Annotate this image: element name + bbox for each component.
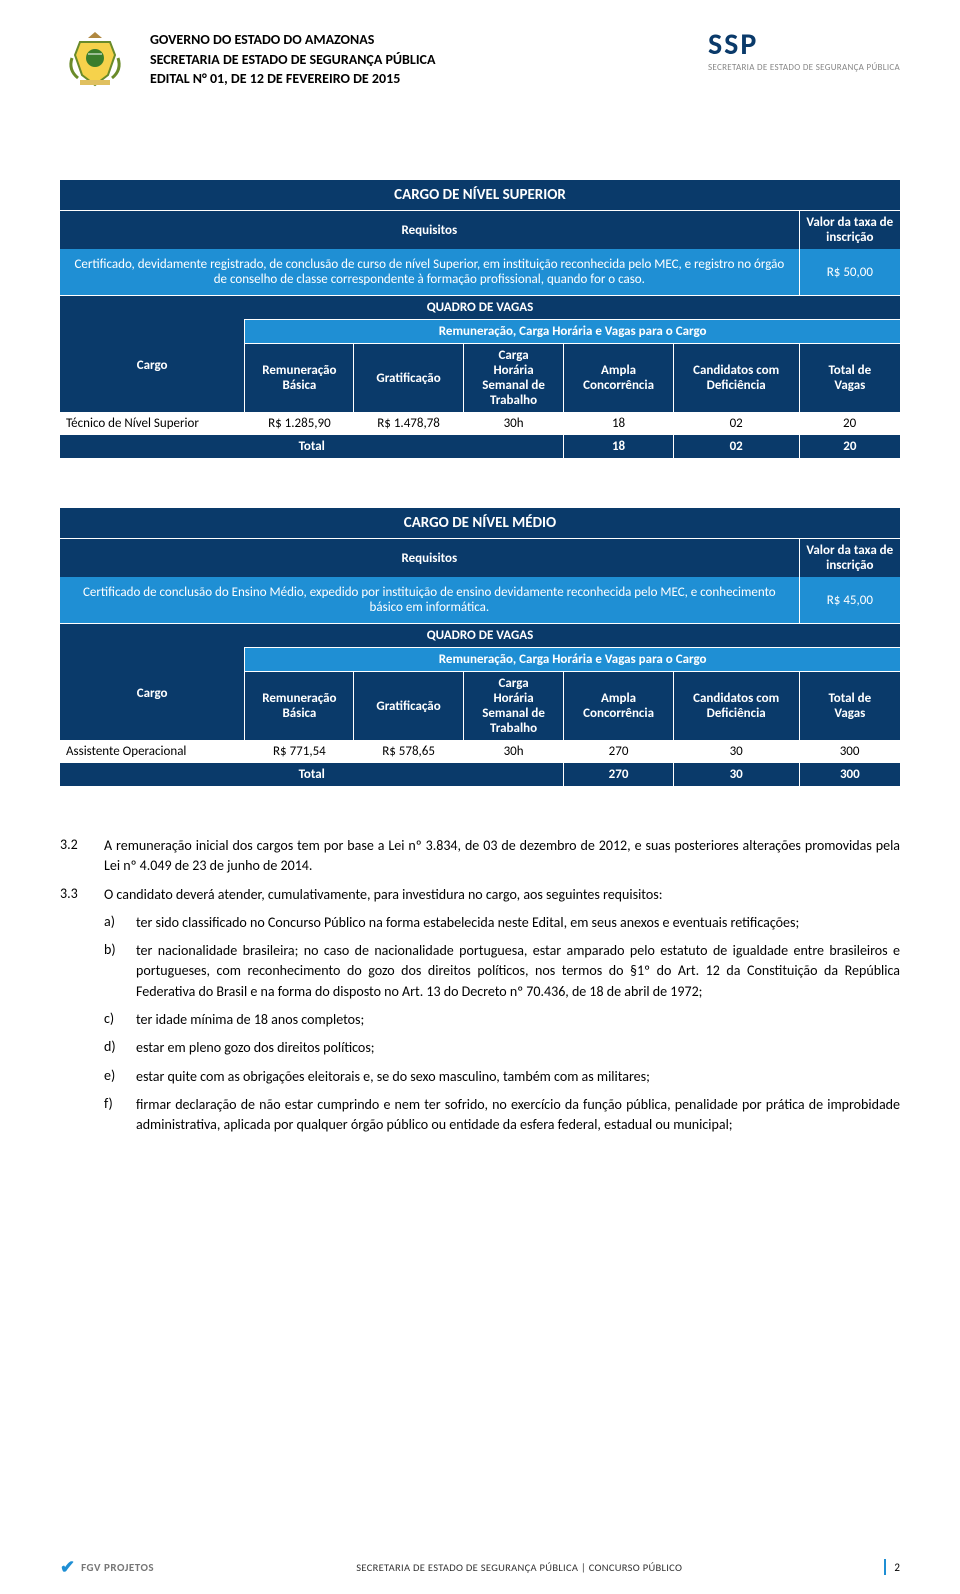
col-total: Total deVagas: [799, 344, 900, 413]
item-number: 3.3: [60, 885, 88, 905]
cell-ampla: 270: [564, 740, 673, 763]
col-ampla: AmplaConcorrência: [564, 672, 673, 741]
cell-remun: R$ 771,54: [245, 740, 354, 763]
table2-total-row: Total 270 30 300: [60, 763, 900, 786]
fgv-text: FGV PROJETOS: [81, 1561, 154, 1574]
subitem-e: e) estar quite com as obrigações eleitor…: [104, 1067, 900, 1087]
item-text: O candidato deverá atender, cumulativame…: [104, 885, 900, 905]
letter-text: estar quite com as obrigações eleitorais…: [136, 1067, 900, 1087]
col-defic: Candidatos comDeficiência: [673, 672, 799, 741]
table2-data-row: Assistente Operacional R$ 771,54 R$ 578,…: [60, 740, 900, 763]
cell-carga: 30h: [463, 412, 564, 435]
cell-total: 20: [799, 412, 900, 435]
document-header: GOVERNO DO ESTADO DO AMAZONAS SECRETARIA…: [60, 30, 900, 100]
letter-text: ter sido classificado no Concurso Públic…: [136, 913, 900, 933]
letter-label: b): [104, 941, 126, 1002]
ssp-logo-text: SSP: [708, 30, 900, 60]
paragraph-3-3: 3.3 O candidato deverá atender, cumulati…: [60, 885, 900, 905]
col-carga: CargaHoráriaSemanal deTrabalho: [463, 344, 564, 413]
col-carga: CargaHoráriaSemanal deTrabalho: [463, 672, 564, 741]
letter-text: estar em pleno gozo dos direitos polític…: [136, 1038, 900, 1058]
table1-taxa-value: R$ 50,00: [799, 249, 900, 296]
letter-label: a): [104, 913, 126, 933]
table1-total-row: Total 18 02 20: [60, 435, 900, 458]
col-defic: Candidatos comDeficiência: [673, 344, 799, 413]
page: GOVERNO DO ESTADO DO AMAZONAS SECRETARIA…: [0, 0, 960, 1594]
table1-remun-header: Remuneração, Carga Horária e Vagas para …: [245, 320, 900, 344]
ssp-logo: SSP SECRETARIA DE ESTADO DE SEGURANÇA PÚ…: [708, 30, 900, 73]
cell-ampla: 18: [564, 412, 673, 435]
total-total: 20: [799, 435, 900, 458]
subitem-a: a) ter sido classificado no Concurso Púb…: [104, 913, 900, 933]
cell-defic: 02: [673, 412, 799, 435]
col-total: Total deVagas: [799, 672, 900, 741]
table2-title: CARGO DE NÍVEL MÉDIO: [60, 508, 900, 539]
table2-requisitos-text: Certificado de conclusão do Ensino Médio…: [60, 577, 799, 624]
col-cargo: Cargo: [60, 320, 245, 413]
cell-grat: R$ 1.478,78: [354, 412, 463, 435]
letter-label: e): [104, 1067, 126, 1087]
paragraph-3-2: 3.2 A remuneração inicial dos cargos tem…: [60, 836, 900, 877]
page-number: 2: [894, 1561, 900, 1574]
header-line-3: EDITAL N° 01, DE 12 DE FEVEREIRO DE 2015: [150, 69, 688, 89]
letter-label: d): [104, 1038, 126, 1058]
header-text-block: GOVERNO DO ESTADO DO AMAZONAS SECRETARIA…: [150, 30, 688, 89]
col-gratificacao: Gratificação: [354, 344, 463, 413]
subitem-b: b) ter nacionalidade brasileira; no caso…: [104, 941, 900, 1002]
total-label: Total: [60, 763, 564, 786]
total-total: 300: [799, 763, 900, 786]
table1-taxa-label: Valor da taxa de inscrição: [799, 211, 900, 250]
total-ampla: 18: [564, 435, 673, 458]
header-line-1: GOVERNO DO ESTADO DO AMAZONAS: [150, 30, 688, 50]
table-nivel-medio: CARGO DE NÍVEL MÉDIO Requisitos Valor da…: [60, 508, 900, 786]
cell-remun: R$ 1.285,90: [245, 412, 354, 435]
item-number: 3.2: [60, 836, 88, 877]
letter-label: f): [104, 1095, 126, 1136]
letter-label: c): [104, 1010, 126, 1030]
total-defic: 02: [673, 435, 799, 458]
table1-requisitos-text: Certificado, devidamente registrado, de …: [60, 249, 799, 296]
cell-grat: R$ 578,65: [354, 740, 463, 763]
ssp-logo-subtitle: SECRETARIA DE ESTADO DE SEGURANÇA PÚBLIC…: [708, 62, 900, 73]
table2-remun-header: Remuneração, Carga Horária e Vagas para …: [245, 648, 900, 672]
subitem-d: d) estar em pleno gozo dos direitos polí…: [104, 1038, 900, 1058]
check-icon: ✔: [60, 1556, 75, 1578]
cell-carga: 30h: [463, 740, 564, 763]
col-remun-basica: RemuneraçãoBásica: [245, 672, 354, 741]
col-cargo: Cargo: [60, 648, 245, 741]
cell-total: 300: [799, 740, 900, 763]
cell-cargo: Assistente Operacional: [60, 740, 245, 763]
page-footer: ✔ FGV PROJETOS SECRETARIA DE ESTADO DE S…: [60, 1556, 900, 1578]
subitem-c: c) ter idade mínima de 18 anos completos…: [104, 1010, 900, 1030]
table2-quadro-label: QUADRO DE VAGAS: [60, 624, 900, 648]
state-crest-icon: [60, 30, 130, 100]
item-text: A remuneração inicial dos cargos tem por…: [104, 836, 900, 877]
letter-text: ter nacionalidade brasileira; no caso de…: [136, 941, 900, 1002]
col-ampla: AmplaConcorrência: [564, 344, 673, 413]
header-line-2: SECRETARIA DE ESTADO DE SEGURANÇA PÚBLIC…: [150, 50, 688, 70]
table2-taxa-value: R$ 45,00: [799, 577, 900, 624]
fgv-logo: ✔ FGV PROJETOS: [60, 1556, 154, 1578]
table-nivel-superior: CARGO DE NÍVEL SUPERIOR Requisitos Valor…: [60, 180, 900, 458]
cell-defic: 30: [673, 740, 799, 763]
total-defic: 30: [673, 763, 799, 786]
divider-icon: [884, 1559, 886, 1575]
table1-requisitos-label: Requisitos: [60, 211, 799, 250]
total-label: Total: [60, 435, 564, 458]
table2-requisitos-label: Requisitos: [60, 539, 799, 578]
total-ampla: 270: [564, 763, 673, 786]
page-number-block: 2: [884, 1559, 900, 1575]
letter-text: ter idade mínima de 18 anos completos;: [136, 1010, 900, 1030]
footer-center-text: SECRETARIA DE ESTADO DE SEGURANÇA PÚBLIC…: [154, 1561, 884, 1574]
subitem-f: f) firmar declaração de não estar cumpri…: [104, 1095, 900, 1136]
col-gratificacao: Gratificação: [354, 672, 463, 741]
table2-taxa-label: Valor da taxa de inscrição: [799, 539, 900, 578]
cell-cargo: Técnico de Nível Superior: [60, 412, 245, 435]
letter-text: firmar declaração de não estar cumprindo…: [136, 1095, 900, 1136]
table1-quadro-label: QUADRO DE VAGAS: [60, 296, 900, 320]
col-remun-basica: RemuneraçãoBásica: [245, 344, 354, 413]
table1-title: CARGO DE NÍVEL SUPERIOR: [60, 180, 900, 211]
table1-data-row: Técnico de Nível Superior R$ 1.285,90 R$…: [60, 412, 900, 435]
